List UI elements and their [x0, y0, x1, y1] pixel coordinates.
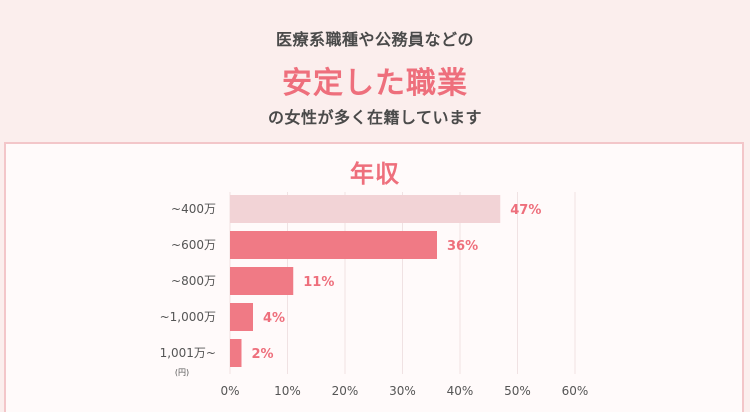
value-label: 11%: [303, 275, 334, 290]
x-tick-label: 20%: [332, 384, 359, 398]
bar: [230, 267, 294, 295]
bar: [230, 231, 437, 259]
chart-title: 年収: [350, 160, 400, 188]
intro-subline: の女性が多く在籍しています: [267, 108, 483, 127]
category-label: ~1,000万: [160, 310, 216, 324]
intro-line: 医療系職種や公務員などの: [275, 30, 474, 49]
x-tick-label: 50%: [504, 384, 531, 398]
value-label: 2%: [252, 347, 274, 362]
category-label: ~400万: [171, 202, 216, 216]
category-label: ~600万: [171, 238, 216, 252]
value-label: 47%: [510, 203, 541, 218]
label-layer: 0% 10% 20% 30% 40% 50% 60% ~400万 47% ~600万 36% ~800…: [160, 202, 589, 398]
headline: 安定した職業: [282, 66, 468, 101]
x-tick-label: 40%: [447, 384, 474, 398]
value-label: 36%: [447, 239, 478, 254]
intro-header: 医療系職種や公務員などの 安定した職業 の女性が多く在籍しています: [0, 0, 750, 140]
bar: [230, 339, 242, 367]
value-label: 4%: [263, 311, 285, 326]
unit-label: (円): [175, 368, 189, 377]
x-tick-label: 60%: [562, 384, 589, 398]
x-tick-label: 10%: [274, 384, 301, 398]
bar-layer: [230, 195, 501, 367]
x-tick-label: 30%: [389, 384, 416, 398]
chart-panel: [4, 142, 744, 412]
bar: [230, 303, 253, 331]
x-tick-label: 0%: [220, 384, 239, 398]
category-label: ~800万: [171, 274, 216, 288]
bar: [230, 195, 501, 223]
category-label: 1,001万~: [160, 346, 216, 360]
